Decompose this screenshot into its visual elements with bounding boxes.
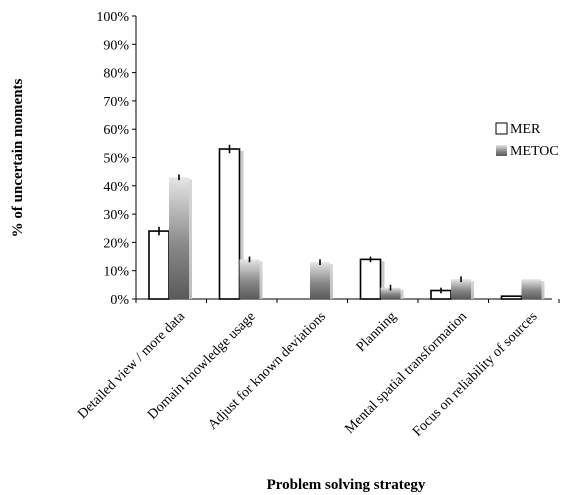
bar-metoc [310,262,330,299]
bars-group [135,144,560,303]
legend-label-mer: MER [510,122,541,137]
bar-mer [500,295,523,300]
y-tick-label: 90% [103,38,129,53]
x-category-label: Mental spatial transformation [342,309,470,437]
bar-mer-shadow [240,151,244,299]
y-tick-label: 10% [103,265,129,280]
y-tick-label: 100% [96,10,129,25]
y-tick-label: 30% [103,208,129,223]
legend-swatch-metoc [496,145,507,156]
legend-label-metoc: METOC [510,144,559,159]
bar-metoc [451,279,471,299]
legend: MER METOC [495,122,559,159]
bar-mer [359,258,382,300]
bar-mer [148,230,170,300]
y-axis-title: % of uncertain moments [10,78,26,237]
bar-mer [218,148,241,300]
bar-metoc [239,259,260,299]
y-tick-label: 0% [110,293,129,308]
bar-metoc [380,287,401,299]
bar-metoc [521,279,542,299]
x-category-label: Focus on reliability of sources [410,309,540,439]
y-tick-label: 60% [103,123,129,138]
y-tick-label: 40% [103,180,129,195]
bar-mer-shadow [381,261,385,299]
y-axis-ticks: 0% 10% 20% 30% 40% 50% 60% 70% 80% 90% 100% [96,10,136,308]
x-category-label: Adjust for known deviations [205,309,329,433]
x-category-label: Planning [354,309,400,355]
y-tick-label: 80% [103,67,129,82]
y-tick-label: 50% [103,152,129,167]
legend-swatch-mer [495,122,508,135]
x-axis-title: Problem solving strategy [267,477,426,493]
y-tick-label: 70% [103,95,129,110]
bar-metoc [169,177,189,299]
y-tick-label: 20% [103,236,129,251]
